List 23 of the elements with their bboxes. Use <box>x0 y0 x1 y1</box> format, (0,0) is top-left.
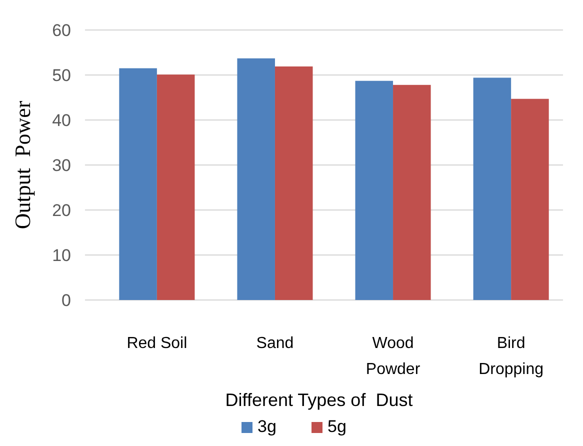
y-tick-label: 40 <box>52 110 71 130</box>
y-axis-title: Output Power <box>10 100 35 230</box>
x-tick-label: Wood Powder <box>366 335 421 378</box>
bar <box>511 98 549 300</box>
y-tick-label: 50 <box>52 66 71 85</box>
bar <box>237 58 275 300</box>
bar <box>473 78 512 300</box>
y-tick-label: 60 <box>52 20 71 40</box>
y-tick-label: 10 <box>52 246 71 265</box>
y-tick-label: 0 <box>62 290 71 310</box>
legend-label: 3g <box>258 417 276 436</box>
bar <box>355 80 394 300</box>
x-tick-label: Red Soil <box>126 335 188 352</box>
bar <box>156 74 195 300</box>
x-axis-title: Different Types of Dust <box>225 390 413 410</box>
y-tick-label: 20 <box>52 200 71 220</box>
legend-label: 5g <box>328 417 346 436</box>
y-tick-label: 30 <box>52 156 71 175</box>
bar <box>393 84 431 300</box>
bar <box>274 66 313 300</box>
x-tick-label: Sand <box>256 335 294 352</box>
x-tick-label: Bird Dropping <box>478 335 544 378</box>
bar <box>119 68 157 300</box>
